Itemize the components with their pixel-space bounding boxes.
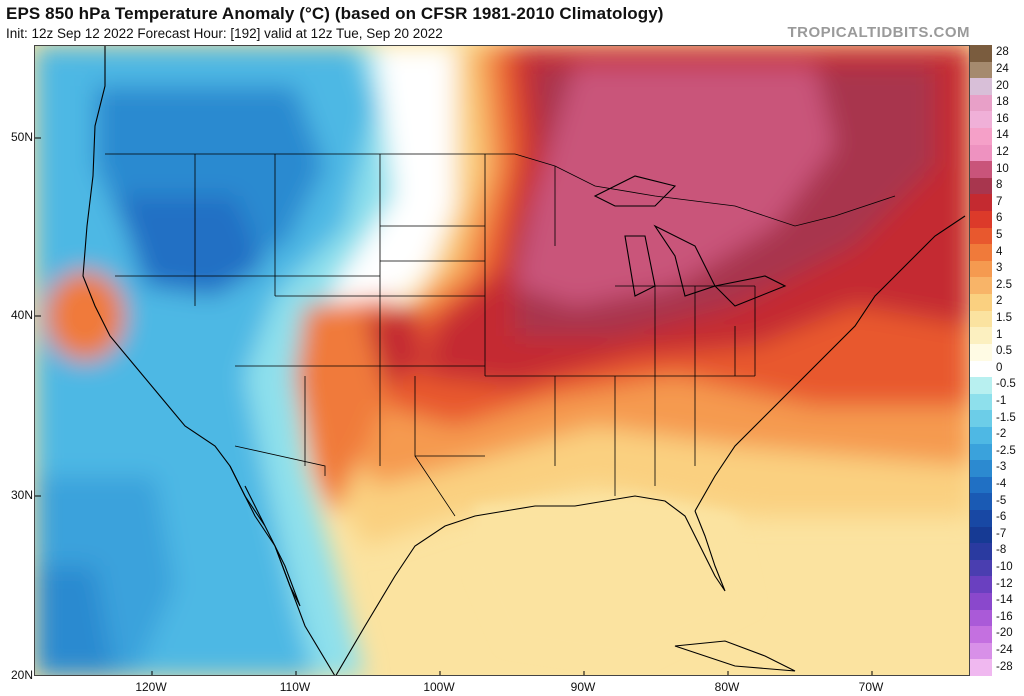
scale-swatch xyxy=(970,642,992,660)
scale-swatch xyxy=(970,592,992,611)
scale-label: 0.5 xyxy=(996,345,1012,358)
scale-label: -10 xyxy=(996,561,1013,574)
scale-swatch xyxy=(970,576,992,594)
scale-label: 2 xyxy=(996,295,1003,308)
scale-swatch xyxy=(970,626,992,644)
scale-swatch xyxy=(970,310,992,328)
scale-swatch xyxy=(970,343,992,361)
scale-label: 20 xyxy=(996,79,1009,92)
scale-swatch xyxy=(970,161,992,179)
scale-swatch xyxy=(970,410,992,428)
scale-swatch xyxy=(970,244,992,262)
lon-label-90w: 90W xyxy=(570,680,596,694)
lat-label-40n: 40N xyxy=(10,308,33,322)
map-title: EPS 850 hPa Temperature Anomaly (°C) (ba… xyxy=(6,4,664,23)
scale-label: -28 xyxy=(996,660,1013,673)
scale-swatch xyxy=(970,393,992,411)
scale-label: -0.5 xyxy=(996,378,1016,391)
scale-swatch xyxy=(970,659,992,677)
lon-label-80w: 80W xyxy=(714,680,740,694)
scale-label: -3 xyxy=(996,461,1007,474)
scale-label: 3 xyxy=(996,262,1003,275)
scale-swatch xyxy=(970,227,992,245)
scale-label: 8 xyxy=(996,179,1003,192)
scale-swatch xyxy=(970,476,992,494)
scale-label: -14 xyxy=(996,594,1013,607)
scale-swatch xyxy=(970,61,992,79)
map-graphic xyxy=(35,46,969,675)
scale-swatch xyxy=(970,493,992,511)
scale-swatch xyxy=(970,509,992,528)
map-subtitle: Init: 12z Sep 12 2022 Forecast Hour: [19… xyxy=(6,26,443,41)
lon-label-110w: 110W xyxy=(279,680,311,694)
lat-label-50n: 50N xyxy=(10,130,33,144)
scale-label: 2.5 xyxy=(996,278,1012,291)
scale-label: 0 xyxy=(996,361,1003,374)
scale-label: -7 xyxy=(996,527,1007,540)
scale-swatch xyxy=(970,194,992,212)
scale-swatch xyxy=(970,144,992,162)
scale-label: -16 xyxy=(996,610,1013,623)
scale-label: 24 xyxy=(996,62,1009,75)
scale-label: -2 xyxy=(996,428,1007,441)
lat-label-20n: 20N xyxy=(10,668,33,682)
site-credit: TROPICALTIDBITS.COM xyxy=(787,24,970,41)
scale-swatch xyxy=(970,277,992,295)
scale-label: 16 xyxy=(996,112,1009,125)
lon-label-70w: 70W xyxy=(858,680,884,694)
scale-label: -2.5 xyxy=(996,444,1016,457)
scale-label: 14 xyxy=(996,129,1009,142)
scale-label: 12 xyxy=(996,145,1009,158)
scale-swatch xyxy=(970,211,992,229)
scale-swatch xyxy=(970,543,992,561)
scale-swatch xyxy=(970,426,992,444)
scale-label: -1.5 xyxy=(996,411,1016,424)
scale-label: 6 xyxy=(996,212,1003,225)
scale-swatch xyxy=(970,128,992,146)
scale-label: -5 xyxy=(996,494,1007,507)
anomaly-map[interactable] xyxy=(34,45,970,676)
scale-label: 28 xyxy=(996,46,1009,59)
scale-swatch xyxy=(970,443,992,461)
scale-swatch xyxy=(970,377,992,395)
scale-label: 18 xyxy=(996,96,1009,109)
scale-label: 5 xyxy=(996,228,1003,241)
scale-swatch xyxy=(970,294,992,312)
scale-swatch xyxy=(970,327,992,345)
scale-swatch xyxy=(970,460,992,478)
scale-label: -20 xyxy=(996,627,1013,640)
lon-label-100w: 100W xyxy=(423,680,455,694)
scale-label: -1 xyxy=(996,395,1007,407)
scale-swatch xyxy=(970,78,992,96)
scale-label: 4 xyxy=(996,245,1003,258)
scale-label: -24 xyxy=(996,644,1013,657)
lat-label-30n: 30N xyxy=(10,488,33,502)
scale-label: -8 xyxy=(996,544,1007,557)
scale-label: 10 xyxy=(996,162,1009,175)
scale-swatch xyxy=(970,94,992,112)
scale-swatch xyxy=(970,177,992,195)
scale-label: -12 xyxy=(996,577,1013,590)
scale-swatch xyxy=(970,260,992,278)
scale-label: -6 xyxy=(996,511,1007,524)
color-scale: 28 24 20 18 16 14 12 10 8 7 6 5 4 3 2.5 2 1.5 1 0.5 0 -0.5 -1… xyxy=(970,45,1024,677)
scale-swatch xyxy=(970,526,992,544)
scale-label: 7 xyxy=(996,195,1003,208)
scale-swatch xyxy=(970,45,992,63)
lon-label-120w: 120W xyxy=(135,680,167,694)
scale-swatch xyxy=(970,609,992,627)
scale-swatch xyxy=(970,111,992,129)
scale-label: 1.5 xyxy=(996,311,1012,324)
scale-swatch xyxy=(970,559,992,577)
scale-swatch xyxy=(970,360,992,378)
scale-label: -4 xyxy=(996,478,1007,491)
scale-label: 1 xyxy=(996,328,1003,341)
